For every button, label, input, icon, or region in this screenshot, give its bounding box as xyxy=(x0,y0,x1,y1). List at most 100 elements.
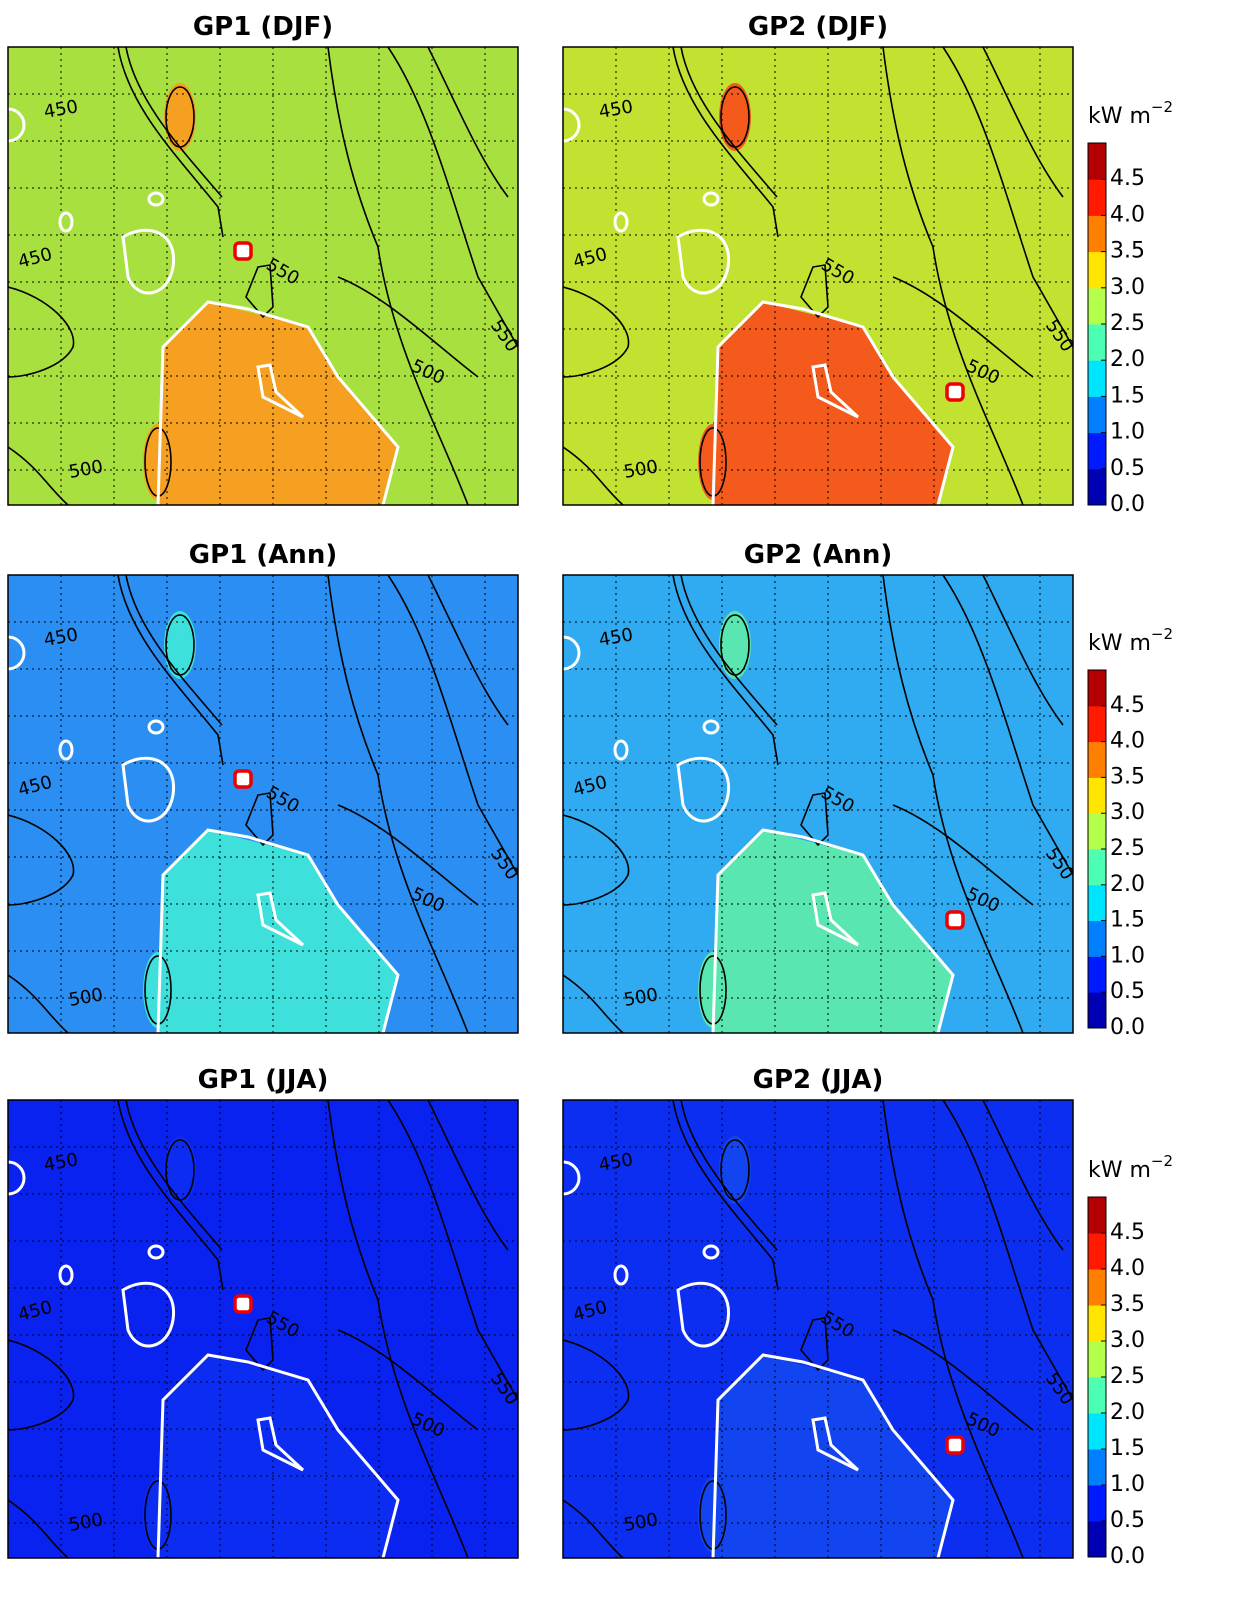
contour-line xyxy=(125,575,223,726)
colorbar-level xyxy=(1088,1413,1106,1450)
colorbar-level xyxy=(1088,1341,1106,1378)
contour-line xyxy=(563,1499,624,1558)
colorbar-level xyxy=(1088,705,1106,743)
coast-line xyxy=(8,107,26,143)
field-high xyxy=(719,1136,751,1204)
contour-line xyxy=(563,286,630,378)
contour-line xyxy=(563,446,624,505)
colorbar-level xyxy=(1088,287,1106,325)
field-high xyxy=(719,611,751,679)
contour-line xyxy=(800,792,829,847)
contour-line xyxy=(720,614,750,676)
contour-line xyxy=(942,47,1073,348)
colorbar-level xyxy=(1088,215,1106,253)
site-marker xyxy=(945,382,965,402)
contour-line xyxy=(882,1100,1024,1558)
colorbar-level xyxy=(1088,741,1106,778)
colorbar-level xyxy=(1088,670,1106,707)
coast-line xyxy=(8,635,26,671)
colorbar-unit-exponent: −2 xyxy=(1151,1152,1173,1170)
contour-line xyxy=(327,1100,469,1558)
contour-line xyxy=(165,614,195,676)
coast-line xyxy=(121,228,175,295)
panel-title: GP1 (DJF) xyxy=(193,12,333,42)
contour-line xyxy=(427,47,509,198)
site-marker xyxy=(233,241,253,261)
colorbar-tick-label: 4.5 xyxy=(1110,166,1145,191)
contour-line xyxy=(117,1100,224,1291)
contour-line xyxy=(563,974,624,1033)
panel-frame xyxy=(7,1099,519,1559)
colorbar-level xyxy=(1088,956,1106,993)
colorbar-level xyxy=(1088,251,1106,289)
panel-title: GP2 (JJA) xyxy=(753,1065,884,1095)
site-marker xyxy=(945,910,965,930)
coast-line xyxy=(676,756,730,823)
field-high xyxy=(164,1136,196,1204)
contour-line xyxy=(680,47,778,198)
contour-line xyxy=(882,575,1024,1033)
panel-title: GP2 (DJF) xyxy=(748,12,888,42)
colorbar-level xyxy=(1088,1197,1106,1234)
coast-line xyxy=(147,719,165,735)
contour-line xyxy=(117,575,224,766)
contour-line xyxy=(720,86,750,148)
colorbar-level xyxy=(1088,1521,1106,1558)
colorbar-level xyxy=(1088,992,1106,1029)
contour-line xyxy=(245,792,274,847)
colorbar-tick-label: 3.0 xyxy=(1110,1328,1145,1353)
contour-line xyxy=(942,575,1073,876)
colorbar-tick-label: 1.5 xyxy=(1110,383,1145,408)
contour-line xyxy=(942,1100,1073,1401)
colorbar-unit: kW m−2 xyxy=(1088,1152,1173,1184)
colorbar-level xyxy=(1088,813,1106,850)
coast-line xyxy=(711,1353,955,1558)
site-marker xyxy=(233,1294,253,1314)
coast-line xyxy=(702,191,720,207)
colorbar-level xyxy=(1088,920,1106,957)
contour-line xyxy=(337,276,479,378)
colorbar-tick-label: 2.0 xyxy=(1110,347,1145,372)
contour-line xyxy=(8,286,75,378)
contour-line xyxy=(387,47,518,348)
contour-line xyxy=(882,47,1024,505)
coast-line xyxy=(156,828,400,1033)
colorbar-tick-label: 0.5 xyxy=(1110,456,1145,481)
contour-line xyxy=(563,814,630,906)
contour-line xyxy=(563,1339,630,1431)
colorbar-tick-label: 0.5 xyxy=(1110,979,1145,1004)
colorbar-tick-label: 3.5 xyxy=(1110,764,1145,789)
contour-line xyxy=(125,1100,223,1251)
colorbar-tick-label: 2.0 xyxy=(1110,872,1145,897)
site-marker xyxy=(945,1435,965,1455)
contour-line xyxy=(165,86,195,148)
coast-line xyxy=(58,739,74,761)
coast-line xyxy=(811,891,860,947)
coast-line xyxy=(613,211,629,233)
coast-line xyxy=(676,228,730,295)
colorbar-tick-label: 2.5 xyxy=(1110,311,1145,336)
coast-line xyxy=(156,300,400,505)
coast-line xyxy=(811,1416,860,1472)
contour-line xyxy=(245,264,274,319)
panel-frame xyxy=(7,46,519,506)
coast-line xyxy=(121,756,175,823)
colorbar-level xyxy=(1088,1485,1106,1522)
contour-line xyxy=(327,47,469,505)
contour-line xyxy=(982,47,1064,198)
field-high xyxy=(164,611,196,679)
coast-line xyxy=(256,1416,305,1472)
coast-line xyxy=(702,1244,720,1260)
colorbar-unit-exponent: −2 xyxy=(1151,98,1173,116)
colorbar-level xyxy=(1088,849,1106,886)
colorbar-tick-label: 0.0 xyxy=(1110,1015,1145,1040)
colorbar-level xyxy=(1088,777,1106,814)
colorbar-tick-label: 3.5 xyxy=(1110,239,1145,264)
